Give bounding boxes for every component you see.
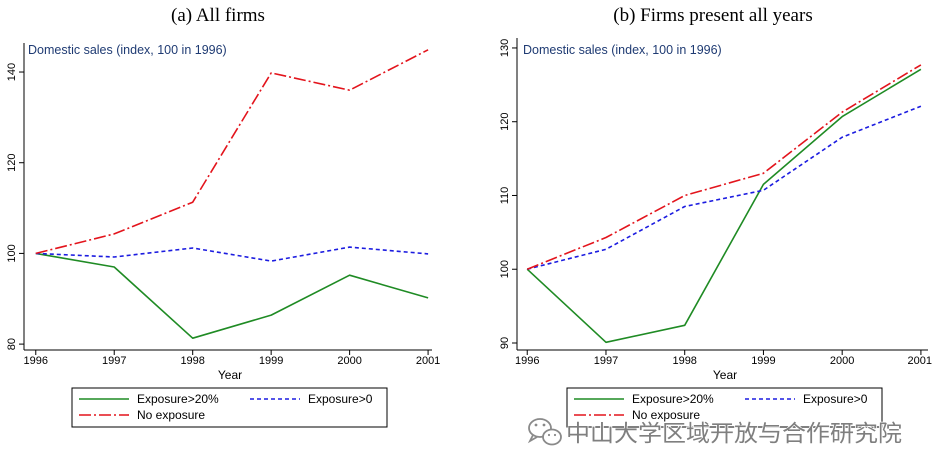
- legend-label-exposure-20: Exposure>20%: [137, 392, 219, 406]
- legend-box: [566, 387, 883, 428]
- x-axis-title: Year: [713, 368, 737, 382]
- x-tick-label: 1997: [594, 355, 618, 367]
- legend-box: [71, 387, 388, 428]
- series-line-exposure-20: [35, 252, 429, 339]
- y-tick-label: 110: [499, 187, 511, 205]
- x-tick-label: 1997: [102, 355, 126, 367]
- x-tick-label: 2001: [416, 355, 440, 367]
- x-tick-label: 1998: [180, 355, 204, 367]
- legend-label-exposure-0: Exposure>0: [803, 392, 868, 406]
- x-tick-label: 1996: [24, 355, 48, 367]
- series-line-no-exposure: [526, 64, 922, 270]
- legend: Exposure>20% Exposure>0 No exposure: [566, 387, 883, 428]
- wechat-bubble-tail: [527, 434, 538, 444]
- y-axis-title: Domestic sales (index, 100 in 1996): [28, 43, 227, 57]
- x-axis-title: Year: [218, 368, 242, 382]
- legend-label-exposure-0: Exposure>0: [308, 392, 373, 406]
- y-tick-label: 90: [499, 337, 511, 349]
- x-tick-label: 1999: [751, 355, 775, 367]
- series-line-no-exposure: [35, 49, 429, 255]
- y-tick-label: 80: [6, 338, 18, 350]
- y-tick-label: 130: [499, 39, 511, 57]
- x-tick-label: 1996: [515, 355, 539, 367]
- chart-panel-b: (b) Firms present all years Domestic sal…: [499, 5, 932, 428]
- watermark-text: 中山大学区域开放与合作研究院: [566, 421, 902, 447]
- y-tick-label: 100: [499, 260, 511, 278]
- chart-title: (a) All firms: [171, 5, 265, 26]
- wechat-eye: [547, 433, 551, 437]
- y-tick-label: 120: [6, 154, 18, 172]
- y-tick-label: 120: [499, 113, 511, 131]
- x-tick-label: 2000: [337, 355, 361, 367]
- y-tick-label: 140: [6, 63, 18, 81]
- legend-label-no-exposure: No exposure: [137, 408, 205, 422]
- wechat-eye: [553, 433, 557, 437]
- x-tick-label: 1999: [259, 355, 283, 367]
- x-tick-label: 2001: [908, 355, 932, 367]
- y-tick-label: 100: [6, 244, 18, 262]
- series-line-exposure-20: [526, 68, 922, 344]
- watermark: 中山大学区域开放与合作研究院: [527, 418, 903, 448]
- chart-title: (b) Firms present all years: [613, 5, 812, 26]
- wechat-bubble-small: [542, 428, 562, 446]
- x-tick-label: 1998: [672, 355, 696, 367]
- wechat-eye: [534, 423, 538, 427]
- series-line-exposure-0: [35, 246, 429, 262]
- y-axis-title: Domestic sales (index, 100 in 1996): [523, 43, 722, 57]
- legend-label-exposure-20: Exposure>20%: [632, 392, 714, 406]
- wechat-eye: [542, 423, 546, 427]
- wechat-icon: [527, 418, 562, 446]
- series-line-exposure-0: [527, 105, 922, 270]
- wechat-bubble-large: [528, 418, 552, 438]
- chart-panel-a: (a) All firms Domestic sales (index, 100…: [6, 5, 440, 428]
- x-tick-label: 2000: [830, 355, 854, 367]
- legend-label-no-exposure: No exposure: [632, 408, 700, 422]
- legend: Exposure>20% Exposure>0 No exposure: [71, 387, 388, 428]
